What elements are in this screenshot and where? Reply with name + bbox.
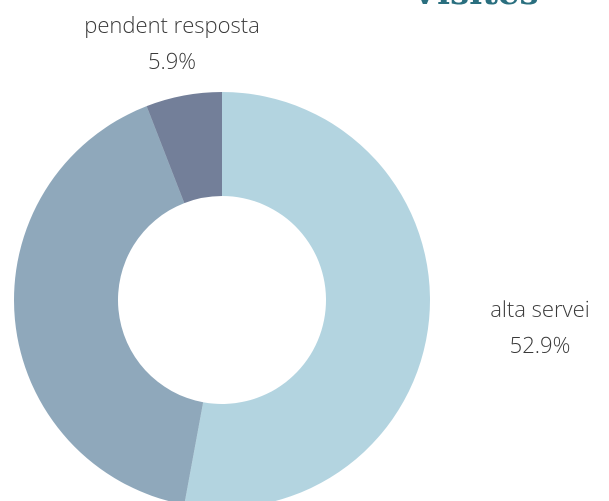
slice-label: alta servei (490, 294, 589, 324)
donut-slice (14, 106, 204, 501)
slice-value-label: 52.9% (510, 330, 571, 360)
donut-slice (146, 92, 222, 204)
chart-title: Visites (410, 0, 538, 13)
slice-value-label: 5.9% (148, 46, 196, 76)
slice-label: pendent resposta (84, 10, 260, 40)
donut-slice (184, 92, 430, 501)
